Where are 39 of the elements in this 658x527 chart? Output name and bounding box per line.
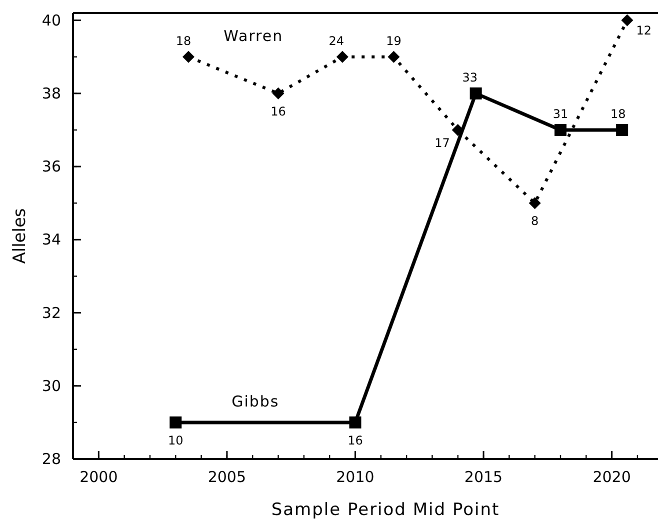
series-label: Gibbs — [232, 392, 280, 410]
annotation: 33 — [462, 70, 478, 84]
y-tick-label: 38 — [42, 84, 61, 102]
point — [616, 124, 628, 136]
point — [621, 14, 634, 26]
annotation: 31 — [552, 106, 568, 121]
annotation: 19 — [386, 34, 402, 48]
annotation: 16 — [270, 104, 286, 118]
annotation: 16 — [348, 433, 363, 448]
x-axis-title: Sample Period Mid Point — [271, 500, 500, 520]
x-tick-label: 2015 — [464, 468, 503, 486]
annotation: 8 — [531, 214, 539, 228]
point — [349, 416, 362, 428]
y-tick-label: 36 — [42, 158, 61, 176]
point — [554, 124, 566, 136]
point — [170, 416, 182, 428]
y-tick-label: 32 — [42, 304, 61, 322]
y-axis-title: Alleles — [10, 208, 30, 264]
annotation: 18 — [176, 34, 192, 48]
annotation: 18 — [610, 106, 626, 121]
x-tick-label: 2010 — [336, 468, 374, 486]
point — [388, 50, 400, 63]
x-tick-label: 2000 — [80, 468, 118, 486]
point — [336, 50, 348, 63]
series-label: Warren — [224, 26, 284, 45]
y-tick-label: 28 — [42, 450, 61, 468]
y-tick-label: 40 — [42, 11, 61, 30]
annotation: 17 — [434, 136, 450, 150]
point — [272, 87, 284, 100]
x-tick-label: 2005 — [208, 468, 246, 486]
point — [182, 50, 194, 63]
point — [528, 197, 541, 210]
x-tick-label: 2020 — [592, 468, 631, 486]
annotation: 10 — [168, 433, 184, 448]
annotation: 12 — [636, 23, 652, 38]
y-tick-label: 34 — [42, 230, 61, 249]
point — [470, 87, 482, 100]
annotation: 24 — [328, 34, 344, 48]
y-tick-label: 30 — [42, 376, 61, 395]
